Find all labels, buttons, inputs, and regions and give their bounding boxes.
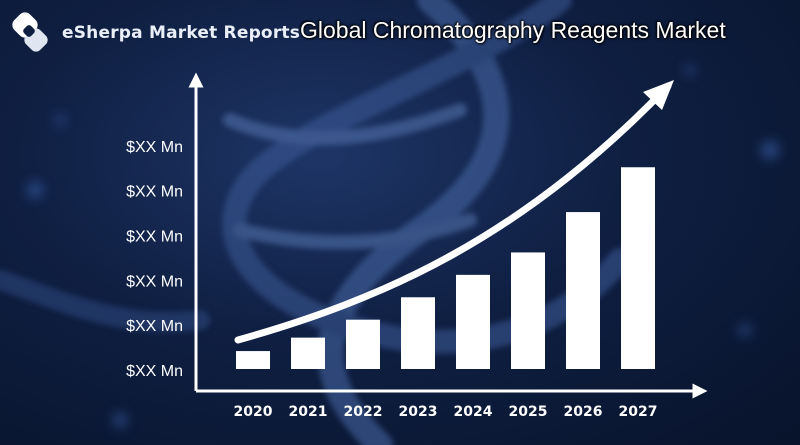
x-tick-label: 2024	[454, 404, 493, 420]
x-tick-label: 2027	[619, 404, 658, 420]
page-title: Global Chromatography Reagents Market	[300, 17, 726, 43]
bar-2022	[346, 319, 380, 369]
y-tick-label: $XX Mn	[126, 273, 183, 290]
x-tick-label: 2023	[399, 404, 438, 420]
bar-2021	[291, 337, 325, 369]
bar-2026	[566, 212, 600, 369]
x-tick-label: 2020	[234, 404, 273, 420]
bar-2027	[621, 167, 655, 369]
bar-2025	[511, 252, 545, 369]
x-tick-label: 2025	[509, 404, 548, 420]
trend-arrow-line	[234, 82, 672, 344]
esherpa-logo-icon	[12, 12, 48, 52]
y-tick-label: $XX Mn	[126, 363, 183, 380]
y-tick-label: $XX Mn	[126, 229, 183, 246]
x-tick-label: 2021	[289, 404, 328, 420]
brand-name: eSherpa Market Reports	[62, 23, 301, 43]
y-tick-label: $XX Mn	[126, 139, 183, 156]
bar-2020	[236, 351, 270, 369]
y-tick-label: $XX Mn	[126, 184, 183, 201]
trend-arrow-head-icon	[643, 80, 674, 110]
x-tick-label: 2026	[564, 404, 603, 420]
x-tick-label: 2022	[344, 404, 383, 420]
y-tick-label: $XX Mn	[126, 318, 183, 335]
brand-header: eSherpa Market Reports	[8, 8, 300, 58]
bar-2024	[456, 274, 490, 369]
bar-2023	[401, 297, 435, 369]
